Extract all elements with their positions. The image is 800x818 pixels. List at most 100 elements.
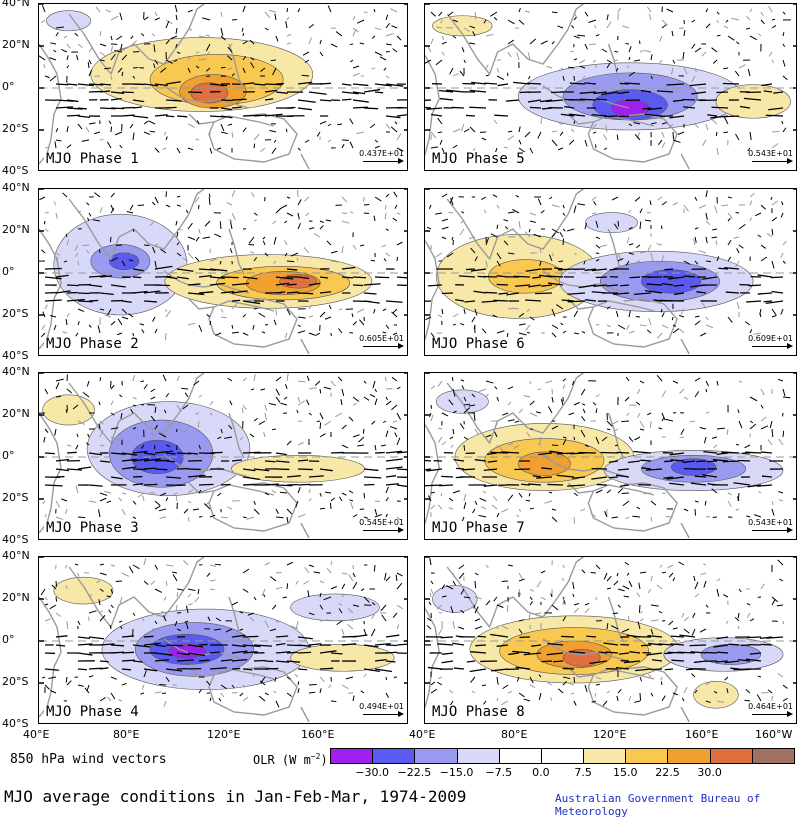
wind-arrow-icon bbox=[750, 201, 752, 205]
wind-arrow-icon bbox=[558, 269, 574, 270]
wind-arrow-icon bbox=[78, 321, 79, 325]
wind-arrow-icon bbox=[431, 589, 433, 594]
wind-arrow-icon bbox=[777, 605, 783, 606]
wind-arrow-icon bbox=[519, 573, 522, 579]
wind-arrow-icon bbox=[464, 494, 466, 501]
wind-arrow-icon bbox=[133, 116, 148, 118]
wind-arrow-icon bbox=[364, 213, 369, 214]
wind-arrow-icon bbox=[39, 197, 45, 200]
colorbar-segment bbox=[583, 748, 626, 764]
reference-arrow-icon bbox=[748, 343, 793, 349]
wind-arrow-icon bbox=[78, 573, 79, 577]
wind-arrow-icon bbox=[603, 701, 607, 706]
latitude-label: 20°N bbox=[2, 407, 30, 420]
wind-arrow-icon bbox=[459, 565, 464, 569]
wind-arrow-icon bbox=[747, 637, 761, 638]
wind-arrow-icon bbox=[726, 292, 739, 293]
olr-contour-region bbox=[109, 253, 139, 270]
wind-arrow-icon bbox=[728, 213, 732, 218]
wind-arrow-icon bbox=[662, 418, 664, 421]
wind-arrow-icon bbox=[89, 325, 91, 327]
wind-arrow-icon bbox=[481, 197, 486, 200]
wind-arrow-icon bbox=[453, 74, 458, 76]
wind-arrow-icon bbox=[374, 565, 375, 571]
wind-arrow-icon bbox=[431, 581, 433, 584]
wind-arrow-icon bbox=[329, 305, 331, 309]
wind-arrow-icon bbox=[658, 197, 662, 200]
wind-arrow-icon bbox=[783, 431, 784, 437]
olr-anomaly-map bbox=[425, 4, 797, 171]
wind-arrow-icon bbox=[530, 508, 534, 509]
wind-arrow-icon bbox=[739, 381, 742, 382]
wind-arrow-icon bbox=[772, 599, 775, 605]
wind-arrow-icon bbox=[280, 205, 287, 209]
wind-arrow-icon bbox=[320, 40, 321, 44]
wind-arrow-icon bbox=[384, 68, 386, 70]
wind-arrow-icon bbox=[425, 107, 431, 108]
wind-arrow-icon bbox=[772, 509, 774, 516]
wind-arrow-icon bbox=[265, 562, 270, 565]
wind-arrow-icon bbox=[107, 252, 111, 253]
wind-arrow-icon bbox=[342, 389, 344, 396]
wind-arrow-icon bbox=[695, 476, 706, 477]
wind-arrow-icon bbox=[453, 36, 456, 38]
wind-arrow-icon bbox=[596, 324, 599, 325]
wind-arrow-icon bbox=[629, 696, 631, 701]
wind-arrow-icon bbox=[265, 661, 273, 662]
wind-arrow-icon bbox=[50, 43, 56, 44]
wind-arrow-icon bbox=[453, 581, 456, 585]
latitude-label: 0° bbox=[2, 265, 15, 278]
wind-arrow-icon bbox=[56, 383, 59, 389]
wind-arrow-icon bbox=[386, 635, 399, 637]
wind-arrow-icon bbox=[582, 331, 585, 333]
wind-arrow-icon bbox=[287, 8, 288, 12]
coastline bbox=[425, 413, 439, 533]
wind-arrow-icon bbox=[254, 220, 257, 221]
wind-arrow-icon bbox=[327, 241, 331, 245]
wind-arrow-icon bbox=[604, 116, 618, 117]
wind-arrow-icon bbox=[100, 493, 107, 495]
wind-arrow-icon bbox=[573, 582, 574, 589]
wind-arrow-icon bbox=[563, 379, 566, 381]
wind-arrow-icon bbox=[508, 131, 512, 132]
wind-arrow-icon bbox=[106, 10, 111, 12]
wind-arrow-icon bbox=[144, 384, 147, 389]
wind-arrow-icon bbox=[745, 452, 761, 453]
wind-arrow-icon bbox=[397, 573, 402, 576]
wind-arrow-icon bbox=[232, 132, 233, 138]
wind-arrow-icon bbox=[460, 423, 464, 429]
wind-arrow-icon bbox=[96, 7, 100, 12]
wind-arrow-icon bbox=[612, 517, 618, 518]
wind-arrow-icon bbox=[508, 420, 514, 421]
wind-arrow-icon bbox=[431, 147, 438, 148]
wind-arrow-icon bbox=[609, 477, 618, 478]
colorbar-tick-label: −15.0 bbox=[440, 766, 474, 779]
wind-arrow-icon bbox=[155, 692, 161, 693]
coastline bbox=[39, 413, 61, 533]
olr-anomaly-map bbox=[425, 557, 797, 724]
wind-arrow-icon bbox=[490, 12, 497, 16]
wind-arrow-icon bbox=[544, 501, 552, 503]
wind-arrow-icon bbox=[298, 223, 301, 229]
wind-arrow-icon bbox=[779, 579, 783, 581]
wind-arrow-icon bbox=[220, 221, 221, 229]
wind-arrow-icon bbox=[188, 501, 191, 503]
wind-arrow-icon bbox=[361, 589, 364, 591]
wind-arrow-icon bbox=[442, 413, 448, 416]
latitude-label: 20°N bbox=[2, 223, 30, 236]
wind-arrow-icon bbox=[138, 205, 144, 206]
wind-arrow-icon bbox=[563, 205, 564, 208]
wind-arrow-icon bbox=[149, 121, 155, 124]
wind-arrow-icon bbox=[166, 20, 172, 24]
wind-arrow-icon bbox=[85, 688, 89, 693]
wind-arrow-icon bbox=[287, 517, 288, 523]
wind-arrow-icon bbox=[691, 674, 695, 677]
wind-arrow-icon bbox=[298, 331, 305, 333]
wind-arrow-icon bbox=[287, 583, 288, 589]
wind-arrow-icon bbox=[353, 245, 356, 249]
wind-arrow-icon bbox=[67, 313, 69, 317]
wind-arrow-icon bbox=[651, 669, 662, 670]
wind-arrow-icon bbox=[374, 309, 375, 313]
wind-arrow-icon bbox=[140, 693, 144, 694]
